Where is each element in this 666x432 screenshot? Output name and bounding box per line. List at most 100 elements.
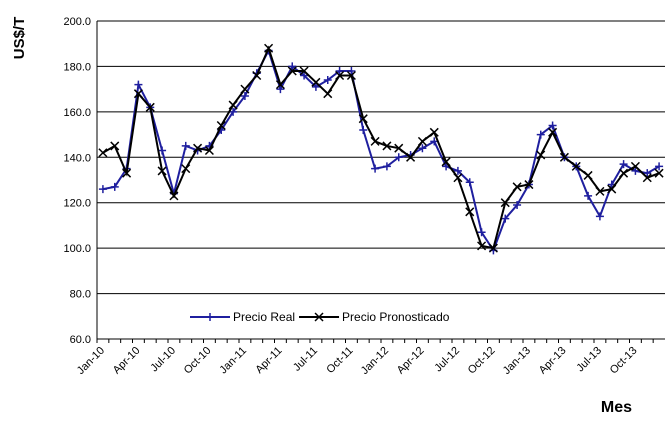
data-point [335, 70, 345, 81]
data-point [299, 66, 309, 76]
data-point [642, 173, 652, 183]
data-point [536, 130, 545, 139]
data-point [275, 80, 285, 90]
data-point [406, 152, 416, 162]
data-point [536, 150, 546, 160]
data-point [619, 168, 629, 178]
legend-label: Precio Real [233, 310, 295, 324]
data-point [323, 76, 332, 85]
data-point [654, 168, 664, 178]
x-tick-label: Jul-12 [432, 345, 462, 375]
data-point [276, 85, 285, 94]
data-point [418, 144, 427, 153]
data-point [513, 200, 522, 209]
x-tick-label: Jul-10 [148, 345, 178, 375]
x-tick-label: Oct-13 [608, 345, 640, 377]
data-point [595, 186, 605, 196]
data-point [655, 162, 664, 171]
data-point [110, 182, 119, 191]
data-point [524, 180, 534, 190]
x-tick-label: Jan-10 [75, 345, 107, 377]
data-point [169, 191, 179, 201]
data-point [110, 141, 120, 151]
data-point [465, 207, 475, 217]
x-tick-label: Jul-13 [574, 345, 604, 375]
data-point [287, 66, 297, 76]
data-point [346, 70, 356, 81]
data-point [300, 71, 309, 80]
data-point [548, 127, 558, 137]
data-point [441, 157, 451, 167]
data-point [595, 212, 604, 221]
data-point [229, 107, 238, 116]
data-point [216, 120, 226, 131]
data-point [382, 141, 392, 151]
data-point [500, 198, 510, 208]
x-tick-label: Apr-11 [253, 345, 284, 376]
data-point [382, 162, 391, 171]
series-line [102, 47, 660, 253]
data-point [252, 70, 262, 81]
data-point [181, 141, 190, 150]
data-point [453, 166, 462, 175]
data-point [133, 89, 143, 99]
x-tick-label: Apr-10 [111, 345, 143, 377]
data-point [512, 182, 522, 192]
y-tick-label: 160.0 [63, 107, 91, 119]
data-point [240, 91, 249, 100]
data-point [453, 173, 463, 183]
data-point [157, 166, 167, 176]
y-axis-label: US$/T [11, 17, 28, 60]
data-point [643, 169, 652, 178]
y-tick-label: 100.0 [63, 243, 91, 255]
data-point [631, 166, 640, 175]
data-point [347, 66, 356, 75]
x-tick-label: Oct-11 [324, 345, 355, 376]
data-point [311, 82, 320, 91]
data-point [158, 146, 167, 155]
y-tick-label: 60.0 [70, 334, 91, 346]
data-point [193, 143, 203, 153]
data-point [204, 145, 214, 156]
data-point [145, 102, 155, 112]
x-axis-label: Mes [601, 399, 632, 416]
data-point [559, 152, 569, 162]
data-point [288, 62, 297, 71]
x-tick-label: Jan-13 [501, 345, 533, 377]
legend-marker [314, 312, 324, 322]
data-point [584, 191, 593, 200]
data-point [429, 127, 439, 137]
x-tick-label: Jul-11 [291, 345, 320, 374]
data-point [465, 178, 474, 187]
data-point [370, 136, 380, 146]
y-tick-label: 120.0 [63, 198, 91, 210]
y-tick-label: 80.0 [70, 289, 91, 301]
data-point [630, 161, 640, 171]
data-point [583, 170, 593, 180]
data-point [477, 228, 486, 237]
data-point [477, 241, 487, 251]
data-point [98, 185, 107, 194]
data-point [488, 243, 498, 253]
data-point [181, 164, 191, 174]
data-point [501, 214, 510, 223]
data-point [571, 161, 581, 171]
data-point [548, 121, 557, 130]
data-point [417, 136, 427, 146]
data-point [335, 66, 344, 75]
y-tick-label: 140.0 [63, 152, 91, 164]
data-point [122, 168, 132, 178]
x-tick-label: Oct-12 [466, 345, 498, 377]
data-point [371, 164, 380, 173]
x-tick-label: Apr-13 [537, 345, 569, 377]
data-point [240, 84, 250, 94]
data-point [311, 77, 321, 87]
data-point [264, 43, 274, 53]
x-tick-label: Apr-12 [395, 345, 427, 377]
x-tick-label: Jan-11 [217, 345, 249, 377]
data-point [394, 153, 403, 162]
data-point [619, 160, 628, 169]
legend-marker [206, 313, 214, 321]
y-tick-label: 180.0 [63, 61, 91, 73]
